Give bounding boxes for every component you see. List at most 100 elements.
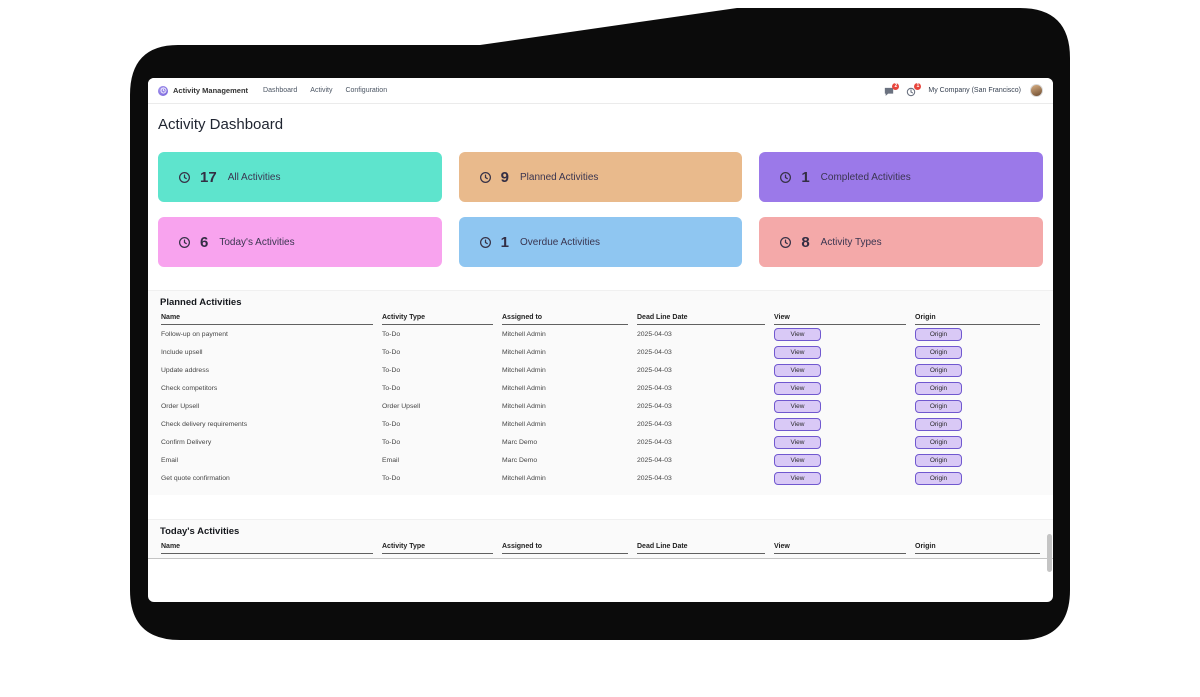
origin-button[interactable]: Origin [915,453,962,467]
planned-activities-section: Planned Activities Name Activity Type As… [148,290,1053,495]
origin-button[interactable]: Origin [915,327,962,341]
user-avatar[interactable] [1030,84,1043,97]
view-button[interactable]: View [774,417,821,431]
activity-name: Email [161,456,178,464]
app-screen: Activity Management Dashboard Activity C… [148,78,1053,602]
deadline-date: 2025-04-03 [637,420,672,428]
col-header-deadline: Dead Line Date [637,541,765,554]
origin-button[interactable]: Origin [915,399,962,413]
activity-type: To-Do [382,330,401,338]
stat-count: 8 [801,233,810,251]
clock-icon [479,171,492,184]
origin-button[interactable]: Origin [915,381,962,395]
view-button[interactable]: View [774,399,821,413]
activity-type: Order Upsell [382,402,421,410]
origin-button[interactable]: Origin [915,345,962,359]
stat-card-1[interactable]: 9 Planned Activities [458,152,743,202]
assigned-to: Mitchell Admin [502,330,546,338]
activity-type: To-Do [382,366,401,374]
col-header-view: View [774,541,906,554]
origin-cell: Origin [915,397,1040,415]
view-cell: View [774,451,906,469]
stat-card-0[interactable]: 17 All Activities [158,152,442,202]
view-button[interactable]: View [774,363,821,377]
view-button[interactable]: View [774,327,821,341]
stat-cards: 17 All Activities 9 Planned Activities 1… [158,152,1043,267]
view-button[interactable]: View [774,381,821,395]
planned-header-row: Name Activity Type Assigned to Dead Line… [161,312,1040,325]
clock-icon [779,236,792,249]
stat-card-3[interactable]: 6 Today's Activities [158,217,442,267]
origin-button[interactable]: Origin [915,435,962,449]
origin-button[interactable]: Origin [915,417,962,431]
view-cell: View [774,361,906,379]
col-header-origin: Origin [915,541,1040,554]
stat-label: Activity Types [820,236,882,248]
messages-icon[interactable]: 2 [884,83,900,97]
stat-card-2[interactable]: 1 Completed Activities [759,152,1043,202]
today-header-row: Name Activity Type Assigned to Dead Line… [161,541,1040,554]
origin-button[interactable]: Origin [915,363,962,377]
table-row: Update address To-Do Mitchell Admin 2025… [161,361,1040,379]
stat-card-4[interactable]: 1 Overdue Activities [458,217,743,267]
view-cell: View [774,469,906,487]
deadline-date: 2025-04-03 [637,366,672,374]
app-logo-icon[interactable] [158,85,168,96]
table-row: Include upsell To-Do Mitchell Admin 2025… [161,343,1040,361]
col-header-view: View [774,312,906,325]
deadline-date: 2025-04-03 [637,384,672,392]
activity-type: To-Do [382,474,401,482]
vertical-scrollbar-thumb[interactable] [1047,534,1052,572]
stat-card-5[interactable]: 8 Activity Types [759,217,1043,267]
today-activities-section: Today's Activities Name Activity Type As… [148,519,1053,559]
activities-clock-icon[interactable]: 1 [906,83,922,97]
stat-label: Today's Activities [219,236,295,248]
stat-label: Overdue Activities [520,236,601,248]
origin-cell: Origin [915,325,1040,343]
today-activities-table: Name Activity Type Assigned to Dead Line… [152,541,1049,554]
clock-icon [479,236,492,249]
clock-icon [779,171,792,184]
assigned-to: Marc Demo [502,438,538,446]
assigned-to: Mitchell Admin [502,384,546,392]
top-navbar: Activity Management Dashboard Activity C… [148,78,1053,104]
clock-icon [178,171,191,184]
view-button[interactable]: View [774,435,821,449]
table-row: Email Email Marc Demo 2025-04-03 View Or… [161,451,1040,469]
origin-cell: Origin [915,343,1040,361]
menu-item-activity[interactable]: Activity [310,87,333,94]
activity-name: Get quote confirmation [161,474,230,482]
menu-item-configuration[interactable]: Configuration [345,87,388,94]
assigned-to: Mitchell Admin [502,474,546,482]
view-button[interactable]: View [774,345,821,359]
col-header-activity-type: Activity Type [382,312,493,325]
planned-table-body: Follow-up on payment To-Do Mitchell Admi… [161,325,1040,487]
table-row: Check delivery requirements To-Do Mitche… [161,415,1040,433]
assigned-to: Mitchell Admin [502,348,546,356]
view-cell: View [774,415,906,433]
table-row: Follow-up on payment To-Do Mitchell Admi… [161,325,1040,343]
activity-type: Email [382,456,399,464]
view-cell: View [774,325,906,343]
assigned-to: Marc Demo [502,456,538,464]
activity-type: To-Do [382,384,401,392]
view-button[interactable]: View [774,453,821,467]
col-header-origin: Origin [915,312,1040,325]
deadline-date: 2025-04-03 [637,402,672,410]
company-switcher[interactable]: My Company (San Francisco) [928,87,1021,94]
assigned-to: Mitchell Admin [502,366,546,374]
deadline-date: 2025-04-03 [637,348,672,356]
deadline-date: 2025-04-03 [637,330,672,338]
menu-item-dashboard[interactable]: Dashboard [263,87,298,94]
activity-name: Order Upsell [161,402,200,410]
view-cell: View [774,397,906,415]
page-title: Activity Dashboard [158,116,284,133]
stat-label: All Activities [227,171,281,183]
stat-label: Planned Activities [520,171,599,183]
main-menu: Dashboard Activity Configuration [263,87,387,94]
messages-badge: 2 [892,83,900,90]
deadline-date: 2025-04-03 [637,456,672,464]
origin-button[interactable]: Origin [915,471,962,485]
view-button[interactable]: View [774,471,821,485]
